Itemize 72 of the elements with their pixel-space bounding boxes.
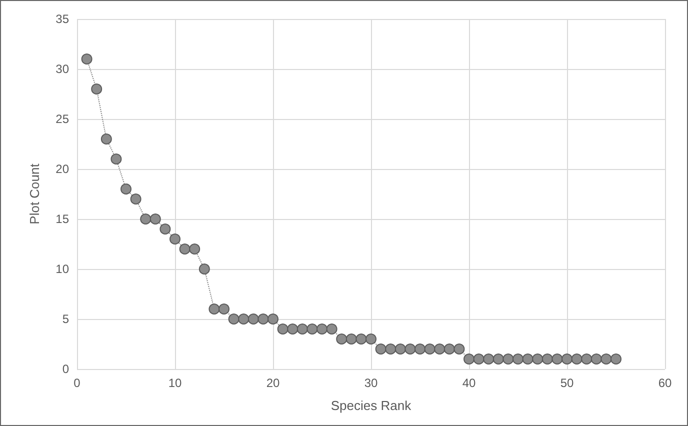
- point: [277, 324, 288, 334]
- point: [336, 334, 348, 344]
- y-tick-label: 35: [56, 12, 70, 26]
- point: [100, 134, 112, 144]
- y-tick-label: 0: [62, 362, 70, 376]
- point: [356, 334, 367, 344]
- point: [552, 354, 563, 364]
- point: [571, 354, 582, 364]
- point: [258, 314, 269, 324]
- x-tick-label: 30: [364, 376, 378, 390]
- point: [542, 354, 553, 364]
- point: [248, 314, 259, 324]
- point: [179, 244, 190, 254]
- point: [130, 194, 142, 204]
- point: [91, 84, 102, 94]
- point: [522, 354, 534, 364]
- point: [600, 354, 612, 364]
- x-tick-label: 0: [74, 376, 81, 390]
- point: [404, 344, 416, 354]
- point: [424, 344, 436, 354]
- y-tick-label: 5: [62, 312, 70, 326]
- point: [316, 324, 328, 334]
- point: [492, 354, 504, 364]
- x-tick-label: 40: [462, 376, 476, 390]
- point: [218, 304, 230, 314]
- point: [366, 334, 376, 344]
- point: [502, 354, 514, 364]
- point: [512, 354, 524, 364]
- point: [198, 264, 210, 274]
- point: [375, 344, 386, 354]
- point: [464, 354, 474, 364]
- point: [189, 244, 200, 254]
- point: [140, 214, 152, 224]
- point: [268, 314, 278, 324]
- y-axis-title: Plot Count: [27, 163, 42, 224]
- y-tick-label: 15: [56, 212, 70, 226]
- y-tick-label: 10: [56, 262, 70, 276]
- point: [394, 344, 406, 354]
- point: [610, 354, 622, 364]
- point: [444, 344, 455, 354]
- y-tick-label: 30: [56, 62, 70, 76]
- point: [483, 354, 494, 364]
- point: [228, 314, 240, 324]
- point: [170, 234, 180, 244]
- y-tick-label: 20: [56, 162, 70, 176]
- point: [581, 354, 592, 364]
- x-tick-label: 50: [560, 376, 574, 390]
- point: [160, 224, 171, 234]
- point: [208, 304, 220, 314]
- x-tick-label: 60: [658, 376, 672, 390]
- point: [414, 344, 426, 354]
- point: [110, 154, 122, 164]
- point: [385, 344, 396, 354]
- x-tick-label: 20: [266, 376, 280, 390]
- point: [326, 324, 338, 334]
- point: [306, 324, 318, 334]
- x-axis-title: Species Rank: [330, 398, 412, 413]
- point: [473, 354, 484, 364]
- point: [532, 354, 544, 364]
- point: [590, 354, 602, 364]
- point: [454, 344, 465, 354]
- x-tick-label: 10: [168, 376, 182, 390]
- point: [81, 54, 92, 64]
- point: [287, 324, 298, 334]
- point: [296, 324, 308, 334]
- point: [562, 354, 572, 364]
- point: [434, 344, 446, 354]
- point: [238, 314, 250, 324]
- y-tick-label: 25: [56, 112, 70, 126]
- point: [150, 214, 161, 224]
- point: [346, 334, 357, 344]
- point: [120, 184, 132, 194]
